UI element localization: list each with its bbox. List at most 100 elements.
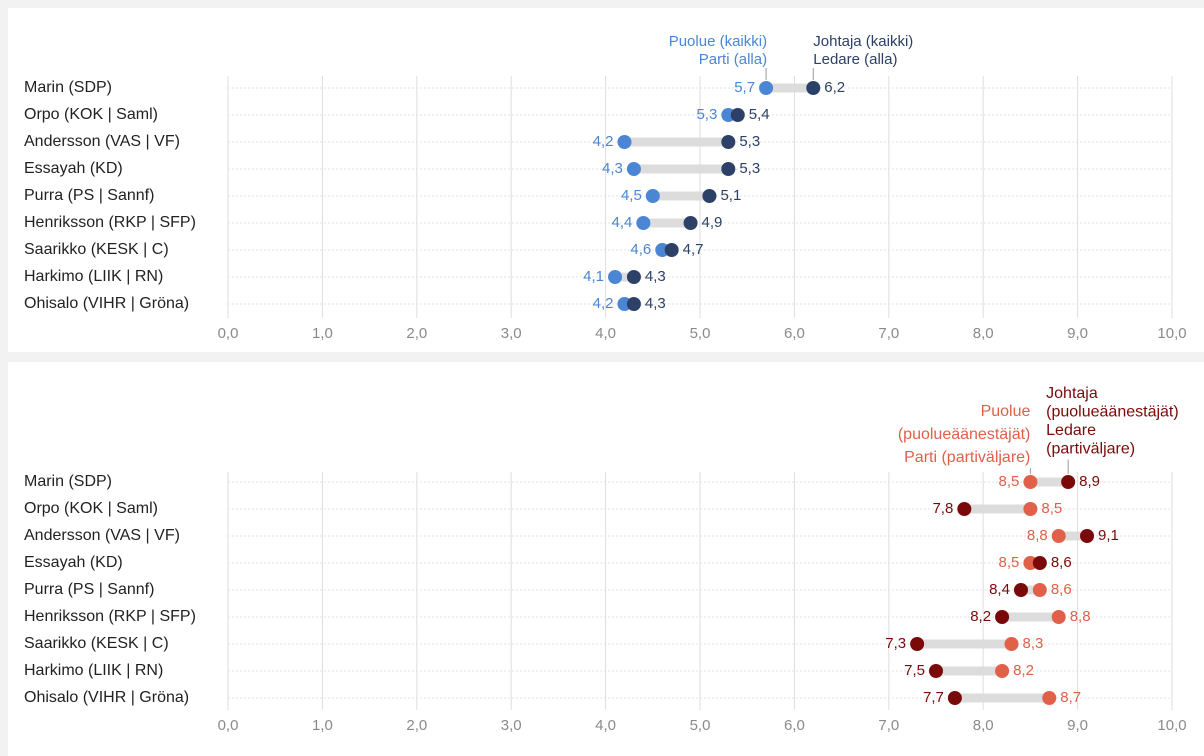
series-label-1: Puolue <box>981 403 1031 420</box>
value-label-series-1: 8,6 <box>1051 581 1072 598</box>
dot-series-2 <box>1080 529 1095 543</box>
dot-series-1 <box>636 216 651 230</box>
category-label: Saarikko (KESK | C) <box>24 241 169 258</box>
x-tick-label: 8,0 <box>973 717 994 734</box>
series-label-2: (puolueäänestäjät) <box>1046 404 1179 421</box>
x-tick-label: 2,0 <box>406 325 427 342</box>
series-label-1: Puolue (kaikki) <box>669 33 767 50</box>
category-label: Ohisalo (VIHR | Gröna) <box>24 295 189 312</box>
dot-series-1 <box>1032 583 1047 597</box>
dot-series-1 <box>1023 502 1038 516</box>
dot-series-2 <box>1032 556 1047 570</box>
x-tick-label: 6,0 <box>784 325 805 342</box>
value-label-series-1: 8,8 <box>1027 527 1048 544</box>
category-label: Orpo (KOK | Saml) <box>24 500 158 517</box>
category-label: Ohisalo (VIHR | Gröna) <box>24 689 189 706</box>
series-label-2: Ledare <box>1046 422 1096 439</box>
dot-series-2 <box>664 243 679 257</box>
dot-series-2 <box>1013 583 1028 597</box>
x-tick-label: 5,0 <box>690 325 711 342</box>
dot-series-2 <box>947 691 962 705</box>
value-label-series-1: 8,3 <box>1023 635 1044 652</box>
value-label-series-2: 5,1 <box>720 187 741 204</box>
series-label-1: Parti (alla) <box>699 51 767 68</box>
dot-series-1 <box>995 664 1010 678</box>
dumbbell-chart-party-voters: 0,0 1,0 2,0 3,0 4,0 5,0 6,0 7,0 8,0 9,0 10,0 Marin … <box>24 385 1187 734</box>
dot-series-2 <box>806 81 821 95</box>
x-tick-label: 9,0 <box>1067 325 1088 342</box>
category-label: Marin (SDP) <box>24 79 112 96</box>
series-label-2: Johtaja <box>1046 385 1098 402</box>
value-label-series-1: 5,3 <box>696 106 717 123</box>
value-label-series-2: 4,3 <box>645 295 666 312</box>
x-tick-label: 7,0 <box>878 325 899 342</box>
series-label-1: (puolueäänestäjät) <box>898 426 1031 443</box>
dot-series-2 <box>957 502 972 516</box>
dot-series-2 <box>1061 475 1076 489</box>
x-tick-label: 1,0 <box>312 325 333 342</box>
x-tick-label: 2,0 <box>406 717 427 734</box>
value-label-series-1: 8,5 <box>999 554 1020 571</box>
dot-series-2 <box>683 216 698 230</box>
value-label-series-2: 7,3 <box>885 635 906 652</box>
dot-series-2 <box>730 108 745 122</box>
dot-series-2 <box>721 135 736 149</box>
series-label-2: Johtaja (kaikki) <box>813 33 913 50</box>
category-label: Purra (PS | Sannf) <box>24 187 154 204</box>
chart-panel-bottom: 0,0 1,0 2,0 3,0 4,0 5,0 6,0 7,0 8,0 9,0 10,0 Marin … <box>8 362 1204 756</box>
category-label: Henriksson (RKP | SFP) <box>24 214 196 231</box>
category-label: Orpo (KOK | Saml) <box>24 106 158 123</box>
value-label-series-2: 8,4 <box>989 581 1010 598</box>
value-label-series-2: 4,7 <box>683 241 704 258</box>
value-label-series-1: 4,4 <box>612 214 633 231</box>
series-label-2: Ledare (alla) <box>813 51 897 68</box>
category-label: Essayah (KD) <box>24 160 123 177</box>
value-label-series-1: 4,6 <box>630 241 651 258</box>
value-label-series-1: 8,7 <box>1060 689 1081 706</box>
category-label: Purra (PS | Sannf) <box>24 581 154 598</box>
value-label-series-1: 4,3 <box>602 160 623 177</box>
value-label-series-2: 7,7 <box>923 689 944 706</box>
value-label-series-2: 4,3 <box>645 268 666 285</box>
x-tick-label: 7,0 <box>878 717 899 734</box>
value-label-series-2: 5,3 <box>739 160 760 177</box>
x-tick-label: 4,0 <box>595 325 616 342</box>
dot-series-1 <box>645 189 660 203</box>
x-tick-label: 5,0 <box>690 717 711 734</box>
dot-series-1 <box>608 270 623 284</box>
x-tick-label: 8,0 <box>973 325 994 342</box>
x-tick-label: 0,0 <box>218 717 239 734</box>
category-label: Harkimo (LIIK | RN) <box>24 662 163 679</box>
dot-series-2 <box>626 297 641 311</box>
x-tick-label: 0,0 <box>218 325 239 342</box>
x-tick-label: 10,0 <box>1157 717 1186 734</box>
series-label-1: Parti (partiväljare) <box>904 449 1030 466</box>
x-tick-label: 9,0 <box>1067 717 1088 734</box>
dot-series-1 <box>1051 610 1066 624</box>
value-label-series-2: 8,9 <box>1079 473 1100 490</box>
series-label-2: (partiväljare) <box>1046 441 1135 458</box>
value-label-series-2: 5,3 <box>739 133 760 150</box>
x-tick-label: 1,0 <box>312 717 333 734</box>
dot-series-1 <box>617 135 632 149</box>
dot-series-2 <box>721 162 736 176</box>
dot-series-2 <box>910 637 925 651</box>
category-label: Marin (SDP) <box>24 473 112 490</box>
dot-series-1 <box>626 162 641 176</box>
value-label-series-1: 4,2 <box>593 295 614 312</box>
dot-series-1 <box>1023 475 1038 489</box>
category-label: Harkimo (LIIK | RN) <box>24 268 163 285</box>
x-tick-label: 3,0 <box>501 325 522 342</box>
dot-series-1 <box>1051 529 1066 543</box>
category-label: Andersson (VAS | VF) <box>24 133 180 150</box>
value-label-series-2: 7,8 <box>932 500 953 517</box>
value-label-series-2: 8,2 <box>970 608 991 625</box>
value-label-series-1: 5,7 <box>734 79 755 96</box>
value-label-series-1: 8,5 <box>999 473 1020 490</box>
value-label-series-1: 8,5 <box>1041 500 1062 517</box>
chart-panel-top: 0,0 1,0 2,0 3,0 4,0 5,0 6,0 7,0 8,0 9,0 10,0 Marin … <box>8 8 1204 352</box>
x-tick-label: 3,0 <box>501 717 522 734</box>
category-label: Andersson (VAS | VF) <box>24 527 180 544</box>
value-label-series-2: 7,5 <box>904 662 925 679</box>
category-label: Saarikko (KESK | C) <box>24 635 169 652</box>
